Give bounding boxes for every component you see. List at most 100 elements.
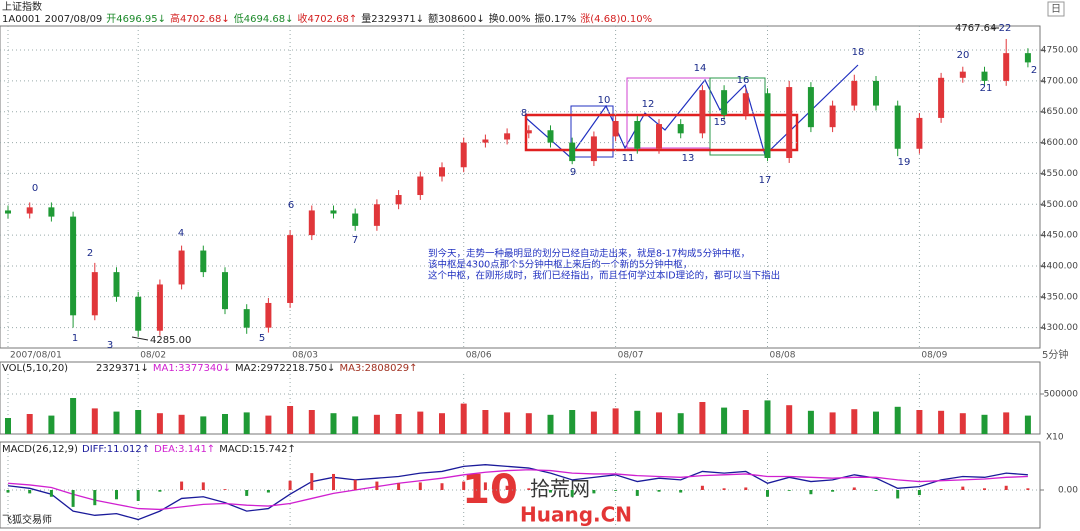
candle-body	[265, 302, 272, 328]
volume-bar	[439, 413, 445, 434]
quote-field: 开4696.95↓	[106, 14, 166, 25]
volume-bar	[938, 410, 945, 434]
volume-bar	[873, 411, 879, 434]
volume-bar	[981, 414, 988, 434]
macd-bar	[527, 488, 531, 490]
volume-bar	[504, 412, 511, 434]
macd-bar	[332, 473, 335, 490]
candle-body	[308, 210, 315, 236]
macd-bar	[266, 490, 270, 493]
macd-bar	[201, 482, 205, 490]
candle-body	[439, 167, 445, 177]
volume-bar	[525, 413, 532, 434]
legend: 2329371↓ MA1:3377340↓ MA2:2972218.750↓ MA3:…	[96, 363, 418, 374]
macd-bar	[6, 490, 10, 493]
candle-body	[113, 272, 120, 297]
candle-body	[70, 216, 77, 316]
period-box[interactable]	[1047, 1, 1065, 17]
candle-body	[287, 235, 294, 303]
macd-bar	[49, 490, 53, 497]
volume-bar	[590, 411, 597, 434]
volume-bar	[764, 400, 771, 434]
macd-bar	[440, 483, 444, 490]
candle-body	[590, 136, 597, 162]
wave-line	[525, 64, 859, 158]
legend-entry: MACD:15.742↑	[219, 444, 296, 455]
period[interactable]: 日	[1051, 4, 1061, 15]
footer: 飞狐交易师	[2, 513, 52, 526]
wave-label: 6	[288, 200, 294, 211]
candle-body	[873, 80, 879, 106]
y-tick-label: 4350.00	[1041, 292, 1078, 302]
volume-bar	[1024, 415, 1031, 434]
volume-bar	[417, 411, 424, 434]
interval[interactable]: 5分钟	[1042, 348, 1068, 361]
macd-bar	[483, 482, 487, 490]
candle-body	[156, 284, 163, 331]
macd-bar	[657, 490, 661, 492]
quote-header: 1A0001 2007/08/09 开4696.95↓ 高4702.68↓ 低4694.…	[2, 12, 652, 25]
y-tick-label: 4700.00	[1041, 76, 1078, 86]
macd-bar	[549, 490, 552, 493]
macd-bar	[397, 483, 401, 490]
price-frame	[0, 25, 1041, 349]
macd-bar	[28, 490, 32, 494]
volume-bar	[829, 412, 836, 434]
macd-bar	[570, 490, 574, 497]
volume-bar	[612, 408, 619, 434]
candle-body	[677, 124, 684, 134]
macd-line	[7, 464, 1028, 521]
volume-bar	[959, 413, 966, 434]
macd-bar	[180, 481, 184, 490]
chart-title: 上证指数	[2, 0, 42, 13]
volume-bar	[851, 409, 858, 434]
wave-label: 17	[759, 175, 772, 186]
candle-body	[482, 139, 489, 143]
macd-bar	[700, 485, 704, 490]
volume-bar	[395, 414, 402, 434]
candle-body	[742, 93, 749, 115]
candle-body	[612, 120, 619, 137]
x-tick-label: 08/06	[466, 351, 492, 361]
note-line: 这个中枢，在刚形成时，我们已经指出，而且任何学过本ID理论的，都可以当下指出	[428, 270, 780, 282]
candle-body	[178, 250, 185, 285]
candle-body	[721, 90, 728, 115]
volume-bar	[91, 408, 98, 434]
x-tick-label: 08/08	[770, 351, 796, 361]
candle-body	[894, 105, 901, 149]
wave-label: 20	[957, 50, 970, 61]
macd-bar	[223, 489, 227, 490]
volume-bar	[113, 411, 120, 434]
volume-bar	[48, 415, 55, 434]
volume-bar	[308, 410, 315, 434]
wave-label: 8	[521, 108, 527, 119]
volume-bar	[70, 398, 77, 434]
wave-label: 9	[570, 167, 576, 178]
macd-bar	[874, 490, 878, 491]
wave-label: 2	[87, 248, 93, 259]
quote-field: 2007/08/09	[45, 14, 103, 25]
macd-bar	[418, 482, 422, 490]
candle-body	[525, 130, 532, 134]
candle-body	[352, 213, 359, 226]
wave-label: 5	[259, 333, 265, 344]
macd-bar	[917, 490, 921, 496]
volume-bar	[634, 410, 641, 434]
quote-field: 涨(4.68)0.10%	[580, 13, 652, 25]
wave-label: 18	[852, 47, 865, 58]
volume-bar	[373, 414, 380, 434]
macd-bar	[505, 485, 509, 490]
macd-bar	[939, 489, 943, 490]
legend-entry: MA1:3377340↓	[153, 363, 231, 374]
x-tick-label: 08/03	[292, 351, 318, 361]
volume-bar	[287, 406, 294, 434]
macd-bar	[93, 490, 97, 506]
volume-bar	[178, 414, 185, 434]
macd-bar	[353, 479, 357, 490]
volume-bar	[569, 410, 576, 434]
wave-label: 19	[898, 157, 911, 168]
y-tick-label: 4550.00	[1041, 169, 1078, 179]
note: 到今天，走势一种最明显的划分已经自动走出来，就是8-17构成5分钟中枢，该中枢是…	[428, 248, 780, 282]
candle-body	[1024, 53, 1031, 63]
macd-bar	[961, 486, 965, 490]
